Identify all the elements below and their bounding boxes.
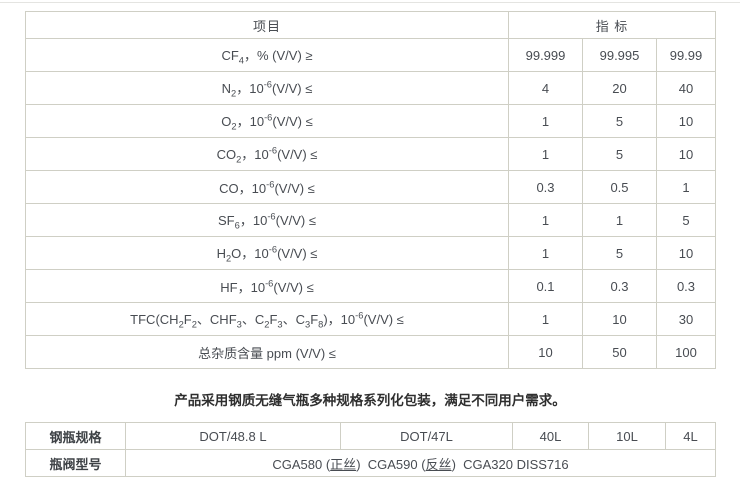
spec-item-label: 总杂质含量 ppm (V/V) ≤ [25, 335, 509, 369]
table-row: 总杂质含量 ppm (V/V) ≤ 10 50 100 [25, 335, 716, 369]
spec-value-cell: 1 [508, 137, 583, 171]
cylinder-spec-row: 钢瓶规格 DOT/48.8 L DOT/47L 40L 10L 4L [25, 422, 716, 450]
spec-item-label: TFC(CH2F2、CHF3、C2F3、C3F8)，10-6(V/V) ≤ [25, 302, 509, 336]
cylinder-spec-cell: 40L [512, 422, 589, 450]
spec-value-cell: 20 [582, 71, 657, 105]
spec-value-cell: 0.3 [656, 269, 716, 303]
spec-table-header-row: 项目 指 标 [25, 11, 716, 39]
table-row: SF6，10-6(V/V) ≤ 1 1 5 [25, 203, 716, 237]
spec-value-cell: 1 [582, 203, 657, 237]
spec-value-cell: 0.3 [582, 269, 657, 303]
spec-value-cell: 99.999 [508, 38, 583, 72]
valve-model-label: 瓶阀型号 [25, 449, 126, 477]
spec-value-cell: 1 [508, 104, 583, 138]
spec-value-cell: 0.1 [508, 269, 583, 303]
spec-value-cell: 1 [508, 236, 583, 270]
spec-item-label: N2，10-6(V/V) ≤ [25, 71, 509, 105]
spec-value-cell: 5 [582, 137, 657, 171]
table-row: TFC(CH2F2、CHF3、C2F3、C3F8)，10-6(V/V) ≤ 1 … [25, 302, 716, 336]
spec-item-label: HF，10-6(V/V) ≤ [25, 269, 509, 303]
spec-value-cell: 0.3 [508, 170, 583, 204]
table-row: CO2，10-6(V/V) ≤ 1 5 10 [25, 137, 716, 171]
spec-item-label: H2O，10-6(V/V) ≤ [25, 236, 509, 270]
cylinder-spec-cell: DOT/48.8 L [125, 422, 341, 450]
spec-value-cell: 40 [656, 71, 716, 105]
table-row: CO，10-6(V/V) ≤ 0.3 0.5 1 [25, 170, 716, 204]
packaging-note: 产品采用钢质无缝气瓶多种规格系列化包装，满足不同用户需求。 [174, 393, 566, 408]
package-table: 钢瓶规格 DOT/48.8 L DOT/47L 40L 10L 4L 瓶阀型号 … [25, 422, 716, 477]
spec-value-cell: 5 [656, 203, 716, 237]
spec-item-label: SF6，10-6(V/V) ≤ [25, 203, 509, 237]
table-row: N2，10-6(V/V) ≤ 4 20 40 [25, 71, 716, 105]
spec-item-label: CO2，10-6(V/V) ≤ [25, 137, 509, 171]
table-row: H2O，10-6(V/V) ≤ 1 5 10 [25, 236, 716, 270]
spec-value-cell: 10 [656, 104, 716, 138]
spec-value-cell: 10 [582, 302, 657, 336]
spec-value-cell: 10 [656, 236, 716, 270]
spec-value-cell: 99.99 [656, 38, 716, 72]
spec-value-cell: 1 [508, 203, 583, 237]
spec-table: 项目 指 标 CF4，% (V/V) ≥ 99.999 99.995 99.99… [25, 11, 716, 369]
spec-item-label: CO，10-6(V/V) ≤ [25, 170, 509, 204]
spec-table-header-spec: 指 标 [508, 11, 716, 39]
valve-model-value: CGA580 (正丝) CGA590 (反丝) CGA320 DISS716 [125, 449, 716, 477]
spec-value-cell: 5 [582, 236, 657, 270]
cylinder-spec-label: 钢瓶规格 [25, 422, 126, 450]
cylinder-spec-cell: DOT/47L [340, 422, 513, 450]
spec-value-cell: 100 [656, 335, 716, 369]
spec-value-cell: 1 [508, 302, 583, 336]
cylinder-spec-cell: 4L [665, 422, 716, 450]
spec-value-cell: 0.5 [582, 170, 657, 204]
table-row: O2，10-6(V/V) ≤ 1 5 10 [25, 104, 716, 138]
spec-table-header-item: 项目 [25, 11, 509, 39]
spec-value-cell: 5 [582, 104, 657, 138]
spec-value-cell: 10 [656, 137, 716, 171]
spec-value-cell: 1 [656, 170, 716, 204]
valve-model-row: 瓶阀型号 CGA580 (正丝) CGA590 (反丝) CGA320 DISS… [25, 449, 716, 477]
spec-item-label: CF4，% (V/V) ≥ [25, 38, 509, 72]
spec-item-label: O2，10-6(V/V) ≤ [25, 104, 509, 138]
spec-value-cell: 10 [508, 335, 583, 369]
table-row: CF4，% (V/V) ≥ 99.999 99.995 99.99 [25, 38, 716, 72]
spec-value-cell: 50 [582, 335, 657, 369]
spec-value-cell: 4 [508, 71, 583, 105]
spec-value-cell: 30 [656, 302, 716, 336]
spec-value-cell: 99.995 [582, 38, 657, 72]
panel-top-border [0, 2, 740, 3]
cylinder-spec-cell: 10L [588, 422, 666, 450]
table-row: HF，10-6(V/V) ≤ 0.1 0.3 0.3 [25, 269, 716, 303]
